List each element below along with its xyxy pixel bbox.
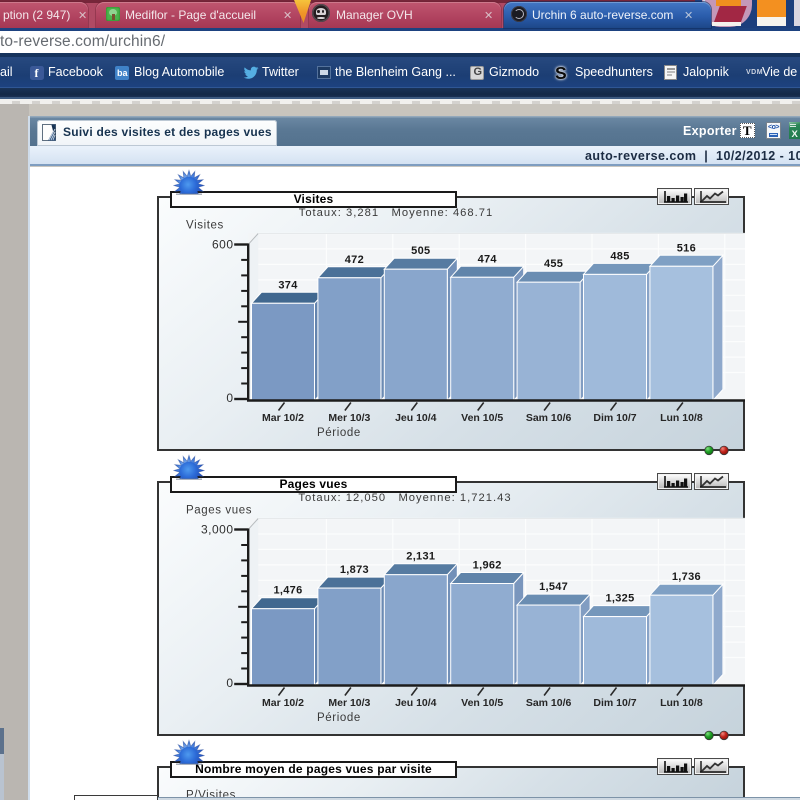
svg-text:505: 505: [411, 245, 430, 257]
svg-text:Dim 10/7: Dim 10/7: [593, 412, 636, 424]
svg-text:516: 516: [677, 242, 696, 254]
svg-text:600: 600: [212, 238, 234, 252]
svg-text:Jeu 10/4: Jeu 10/4: [395, 412, 437, 424]
svg-text:1,325: 1,325: [605, 593, 634, 605]
svg-text:Totaux: 12,050 Moyenne: 1,72: Totaux: 12,050 Moyenne: 1,721.43: [298, 492, 511, 504]
svg-text:1,547: 1,547: [539, 581, 568, 593]
svg-text:1,873: 1,873: [340, 564, 369, 576]
svg-text:3,000: 3,000: [201, 523, 234, 537]
svg-text:0: 0: [226, 676, 233, 690]
svg-text:1,962: 1,962: [473, 560, 502, 572]
svg-text:1,476: 1,476: [273, 585, 302, 597]
svg-text:474: 474: [478, 253, 498, 265]
svg-text:Ven 10/5: Ven 10/5: [461, 412, 503, 424]
svg-text:Mer 10/3: Mer 10/3: [328, 697, 370, 709]
svg-text:Jeu 10/4: Jeu 10/4: [395, 697, 437, 709]
svg-text:485: 485: [610, 250, 629, 262]
svg-text:Sam 10/6: Sam 10/6: [526, 412, 572, 424]
svg-text:Visites: Visites: [186, 220, 224, 232]
svg-text:2,131: 2,131: [406, 551, 435, 563]
svg-text:Lun 10/8: Lun 10/8: [660, 697, 703, 709]
svg-text:Période: Période: [317, 712, 361, 724]
svg-text:Période: Période: [317, 427, 361, 439]
svg-text:472: 472: [345, 254, 364, 266]
svg-text:Dim 10/7: Dim 10/7: [593, 697, 636, 709]
svg-text:Ven 10/5: Ven 10/5: [461, 697, 503, 709]
svg-text:Totaux: 3,281 Moyenne: 468.7: Totaux: 3,281 Moyenne: 468.71: [299, 207, 494, 219]
svg-text:1,736: 1,736: [672, 571, 701, 583]
svg-text:Mer 10/3: Mer 10/3: [328, 412, 370, 424]
svg-text:Lun 10/8: Lun 10/8: [660, 412, 703, 424]
svg-text:Mar 10/2: Mar 10/2: [262, 697, 304, 709]
svg-text:455: 455: [544, 258, 563, 270]
svg-text:P/Visites: P/Visites: [186, 790, 236, 800]
svg-text:0: 0: [226, 391, 233, 405]
svg-text:Sam 10/6: Sam 10/6: [526, 697, 572, 709]
svg-text:Pages vues: Pages vues: [186, 505, 252, 517]
svg-text:Mar 10/2: Mar 10/2: [262, 412, 304, 424]
svg-text:374: 374: [278, 279, 298, 291]
